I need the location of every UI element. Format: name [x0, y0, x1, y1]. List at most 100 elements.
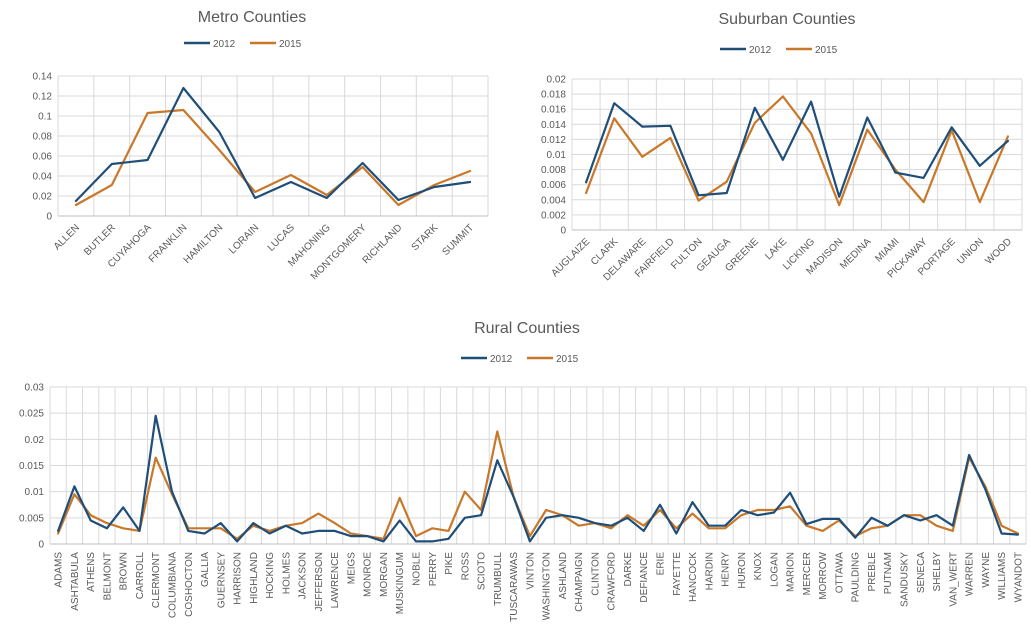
metro-ytick-label: 0.14: [33, 72, 53, 83]
metro-category-label: SUMMIT: [441, 222, 477, 258]
rural-title: Rural Counties: [474, 320, 580, 337]
suburban-series-2015: [584, 95, 1010, 207]
metro-category-label: BUTLER: [82, 222, 118, 258]
metro-legend-label-2012: 2012: [213, 39, 236, 50]
rural-category-label: VAN_WERT: [948, 552, 959, 607]
rural-category-label: DEFIANCE: [639, 552, 650, 603]
rural-category-label: CLERMONT: [151, 552, 162, 608]
suburban-category-label: WOOD: [983, 236, 1014, 267]
rural-category-label: ASHLAND: [558, 552, 569, 599]
suburban-ytick-label: 0.006: [541, 180, 566, 191]
rural-category-label: PIKE: [444, 552, 455, 575]
suburban-ytick-label: 0.014: [541, 120, 566, 131]
rural-category-label: GALLIA: [200, 552, 211, 587]
rural-series-2012: [56, 414, 1020, 543]
rural-category-label: WARREN: [965, 552, 976, 596]
metro-series-2015: [74, 108, 472, 207]
rural-legend-label-2015: 2015: [556, 354, 579, 365]
metro-ytick-label: 0.06: [33, 152, 53, 163]
rural-ytick-label: 0.01: [25, 487, 45, 498]
metro-category-label: LORAIN: [227, 222, 261, 256]
rural-category-label: OTTAWA: [834, 552, 845, 594]
metro-ytick-label: 0.1: [38, 112, 52, 123]
metro-ytick-label: 0.04: [33, 172, 53, 183]
rural-category-label: ASHTABULA: [70, 552, 81, 611]
rural-category-label: ADAMS: [54, 552, 65, 588]
rural-category-label: MARION: [786, 552, 797, 592]
metro-series-2012: [74, 86, 472, 203]
suburban-ytick-label: 0.01: [547, 150, 567, 161]
rural-category-label: WILLIAMS: [997, 552, 1008, 600]
rural-category-label: COLUMBIANA: [168, 552, 179, 618]
rural-category-label: BELMONT: [102, 552, 113, 600]
rural-category-label: SENECA: [916, 552, 927, 593]
metro-title: Metro Counties: [198, 9, 307, 26]
rural-ytick-label: 0.025: [19, 409, 44, 420]
suburban-chart: Suburban Counties 2012 2015 0 0.002 0.004 0.00…: [541, 11, 1023, 283]
rural-chart: Rural Counties 2012 2015 0 0.005 0.01 0.015 0.0…: [19, 320, 1027, 622]
rural-category-label: CLINTON: [590, 552, 601, 596]
suburban-legend-label-2015: 2015: [815, 45, 838, 56]
suburban-ytick-label: 0.012: [541, 135, 566, 146]
rural-category-label: HOLMES: [281, 552, 292, 595]
rural-category-label: MORGAN: [379, 552, 390, 597]
rural-category-label: LOGAN: [769, 552, 780, 587]
rural-category-label: HURON: [737, 552, 748, 589]
rural-legend-label-2012: 2012: [490, 354, 513, 365]
rural-category-label: ERIE: [656, 552, 667, 576]
rural-category-label: HANCOCK: [688, 552, 699, 602]
rural-category-label: CARROLL: [135, 552, 146, 600]
rural-ytick-label: 0: [38, 540, 44, 551]
rural-category-label: NOBLE: [412, 552, 423, 586]
rural-category-label: HARRISON: [233, 552, 244, 605]
suburban-series-2012: [584, 100, 1010, 198]
rural-category-label: HARDIN: [704, 552, 715, 590]
rural-category-label: PAULDING: [851, 552, 862, 603]
suburban-category-label: MEDINA: [838, 236, 874, 272]
rural-category-label: MERCER: [802, 552, 813, 595]
rural-category-label: WAYNE: [981, 552, 992, 588]
rural-category-label: HENRY: [721, 552, 732, 587]
rural-category-label: CHAMPAIGN: [574, 552, 585, 612]
suburban-ytick-label: 0.008: [541, 165, 566, 176]
metro-chart: Metro Counties 2012 2015 0 0.02 0.04 0.06 0.08 0…: [33, 9, 489, 282]
rural-category-label: PUTNAM: [883, 552, 894, 594]
rural-ytick-label: 0.03: [25, 383, 45, 394]
rural-category-label: FAYETTE: [672, 552, 683, 596]
rural-category-label: SANDUSKY: [900, 552, 911, 607]
rural-category-label: VINTON: [525, 552, 536, 590]
rural-category-label: WASHINGTON: [542, 552, 553, 620]
rural-category-label: MEIGS: [346, 552, 357, 585]
rural-category-label: DARKE: [623, 552, 634, 587]
rural-category-label: TUSCARAWAS: [509, 552, 520, 622]
metro-category-label: LUCAS: [266, 222, 298, 254]
rural-ytick-label: 0.02: [25, 435, 45, 446]
rural-category-label: COSHOCTON: [184, 552, 195, 617]
rural-ytick-label: 0.015: [19, 461, 44, 472]
rural-category-label: HOCKING: [265, 552, 276, 599]
metro-legend-label-2015: 2015: [279, 39, 302, 50]
rural-category-label: CRAWFORD: [607, 552, 618, 611]
rural-category-label: SHELBY: [932, 552, 943, 592]
rural-category-label: PERRY: [428, 552, 439, 587]
rural-category-label: KNOX: [753, 552, 764, 581]
suburban-ytick-label: 0.002: [541, 210, 566, 221]
rural-category-label: MORROW: [818, 551, 829, 599]
suburban-category-label: LAKE: [763, 236, 789, 262]
suburban-ytick-label: 0.018: [541, 90, 566, 101]
rural-category-label: WYANDOT: [1013, 552, 1024, 602]
rural-category-label: MUSKINGUM: [395, 552, 406, 614]
suburban-ytick-label: 0.004: [541, 195, 566, 206]
rural-category-label: SCIOTO: [477, 552, 488, 590]
rural-category-label: ATHENS: [86, 552, 97, 592]
metro-ytick-label: 0.12: [33, 92, 53, 103]
suburban-ytick-label: 0: [560, 226, 566, 237]
suburban-title: Suburban Counties: [719, 11, 856, 28]
rural-category-label: MONROE: [363, 552, 374, 597]
suburban-ytick-label: 0.016: [541, 105, 566, 116]
rural-category-label: ROSS: [460, 552, 471, 581]
rural-category-label: HIGHLAND: [249, 552, 260, 604]
suburban-category-label: AUGLAIZE: [549, 236, 592, 279]
rural-category-label: BROWN: [119, 552, 130, 590]
